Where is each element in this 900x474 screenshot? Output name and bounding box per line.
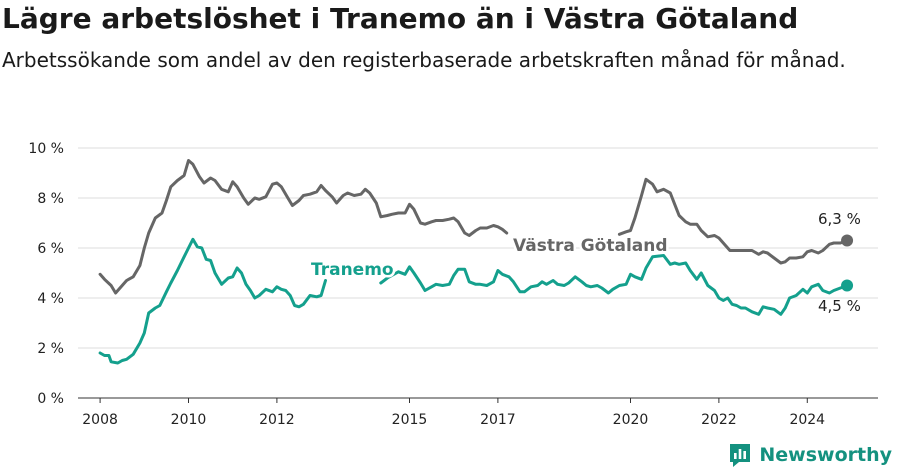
- x-tick-label: 2022: [701, 412, 737, 428]
- series-line-tranemo: [98, 237, 327, 365]
- x-tick-label: 2012: [259, 412, 295, 428]
- brand-name: Newsworthy: [759, 444, 892, 466]
- end-label-vastra-gotaland: 6,3 %: [818, 210, 861, 228]
- gridlines: [78, 147, 878, 399]
- x-tick-label: 2015: [392, 412, 428, 428]
- newsworthy-logo-icon: [730, 444, 751, 467]
- x-tick-label: 2024: [789, 412, 825, 428]
- axes: 0 % 2 % 4 % 6 % 8 % 10 % 2008 2010 2012 2015 2017 2…: [28, 141, 878, 428]
- x-tick-label: 2008: [82, 412, 118, 428]
- x-tick-label: 2010: [171, 412, 207, 428]
- end-point-tranemo: [841, 279, 854, 292]
- series-line-v-stra-g-taland: [617, 177, 849, 265]
- newsworthy-brand: Newsworthy: [727, 442, 892, 468]
- chart-subtitle: Arbetssökande som andel av den registerb…: [2, 48, 846, 72]
- chart-title: Lägre arbetslöshet i Tranemo än i Västra…: [2, 2, 799, 35]
- x-tick-label: 2017: [480, 412, 516, 428]
- series-lines: [98, 159, 854, 365]
- y-tick-label: 2 %: [37, 341, 64, 357]
- series-line-tranemo: [379, 254, 849, 316]
- x-tick-label: 2020: [613, 412, 649, 428]
- end-point-v-stra-g-taland: [841, 234, 854, 247]
- y-tick-label: 10 %: [28, 141, 64, 157]
- series-labels: Västra Götaland Tranemo 6,3 % 4,5 %: [309, 210, 861, 315]
- y-tick-label: 8 %: [37, 191, 64, 207]
- y-tick-label: 0 %: [37, 391, 64, 407]
- series-label-vastra-gotaland: Västra Götaland: [513, 236, 668, 256]
- y-tick-label: 6 %: [37, 241, 64, 257]
- series-line-v-stra-g-taland: [98, 159, 509, 295]
- y-tick-label: 4 %: [37, 291, 64, 307]
- series-label-tranemo: Tranemo: [311, 260, 394, 280]
- end-label-tranemo: 4,5 %: [818, 297, 861, 315]
